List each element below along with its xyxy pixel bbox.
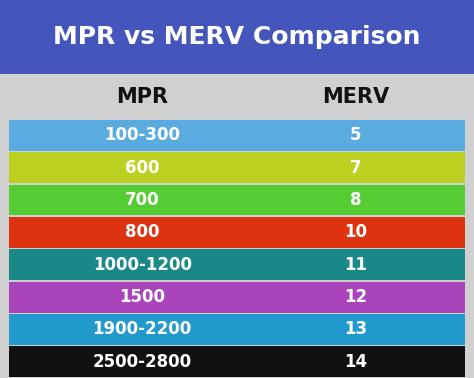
FancyBboxPatch shape — [9, 282, 465, 313]
FancyBboxPatch shape — [9, 152, 465, 183]
FancyBboxPatch shape — [9, 346, 465, 377]
Text: 8: 8 — [350, 191, 361, 209]
Text: 5: 5 — [350, 126, 361, 144]
Text: 12: 12 — [344, 288, 367, 306]
Text: 14: 14 — [344, 353, 367, 371]
FancyBboxPatch shape — [9, 217, 465, 248]
Text: 100-300: 100-300 — [104, 126, 180, 144]
FancyBboxPatch shape — [9, 249, 465, 280]
Text: 1000-1200: 1000-1200 — [93, 256, 191, 274]
FancyBboxPatch shape — [9, 120, 465, 151]
Text: 13: 13 — [344, 321, 367, 338]
FancyBboxPatch shape — [0, 0, 474, 74]
FancyBboxPatch shape — [9, 314, 465, 345]
Text: 1900-2200: 1900-2200 — [92, 321, 192, 338]
Text: 10: 10 — [344, 223, 367, 241]
Text: 2500-2800: 2500-2800 — [92, 353, 192, 371]
Text: MPR vs MERV Comparison: MPR vs MERV Comparison — [53, 25, 421, 49]
Text: 11: 11 — [344, 256, 367, 274]
Text: 700: 700 — [125, 191, 160, 209]
Text: 800: 800 — [125, 223, 159, 241]
Text: 1500: 1500 — [119, 288, 165, 306]
Text: 7: 7 — [350, 159, 361, 177]
FancyBboxPatch shape — [9, 184, 465, 215]
FancyBboxPatch shape — [0, 76, 474, 378]
Text: MERV: MERV — [322, 87, 389, 107]
Text: 600: 600 — [125, 159, 159, 177]
Text: MPR: MPR — [116, 87, 168, 107]
